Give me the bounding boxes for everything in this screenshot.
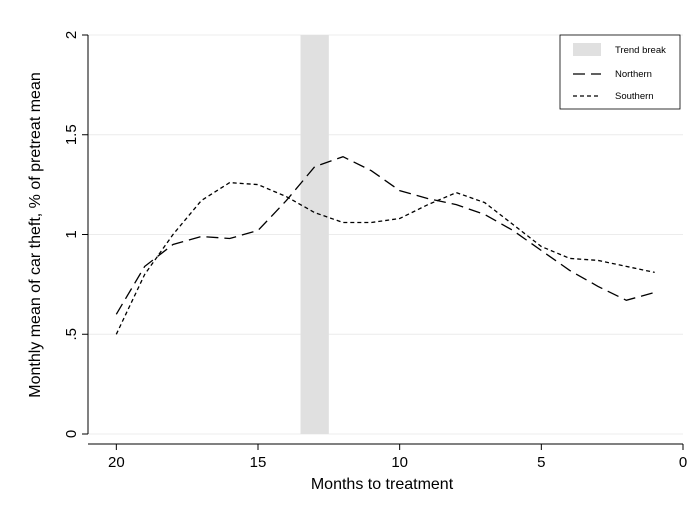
y-tick-label-3: 1.5 bbox=[63, 124, 80, 145]
y-tick-label-2: 1 bbox=[63, 230, 80, 238]
x-tick-label-1: 15 bbox=[250, 454, 267, 471]
legend: Trend break Northern Southern bbox=[559, 34, 681, 110]
axes: 0 .5 1 1.5 2 20 15 10 5 0 bbox=[63, 31, 687, 471]
y-axis-title: Monthly mean of car theft, % of pretreat… bbox=[27, 72, 44, 398]
x-axis-title: Months to treatment bbox=[311, 476, 454, 493]
trend-break-band bbox=[300, 35, 329, 434]
series-line-northern bbox=[115, 155, 655, 315]
y-tick-label-1: .5 bbox=[63, 328, 80, 341]
trend-break-band-layer bbox=[300, 35, 329, 434]
x-tick-label-3: 5 bbox=[537, 454, 545, 471]
x-tick-label-4: 0 bbox=[679, 454, 687, 471]
y-tick-label-0: 0 bbox=[63, 430, 80, 438]
legend-swatch-trend-break bbox=[573, 43, 601, 56]
series-line-southern bbox=[115, 181, 655, 335]
grid-lines bbox=[88, 34, 683, 435]
legend-label-trend-break: Trend break bbox=[615, 45, 666, 56]
series-layer bbox=[115, 155, 655, 335]
legend-label-southern: Southern bbox=[615, 91, 654, 102]
x-tick-label-0: 20 bbox=[108, 454, 125, 471]
legend-label-northern: Northern bbox=[615, 69, 652, 80]
x-tick-label-2: 10 bbox=[391, 454, 408, 471]
y-tick-label-4: 2 bbox=[63, 31, 80, 39]
